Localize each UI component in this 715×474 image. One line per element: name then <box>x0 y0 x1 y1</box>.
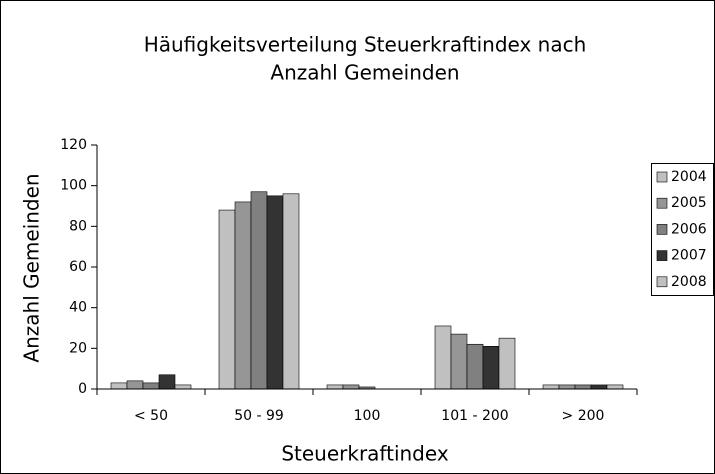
y-tick-label: 80 <box>69 218 87 234</box>
legend-label: 2008 <box>671 274 707 290</box>
bar <box>450 333 468 390</box>
legend-swatch <box>656 250 668 261</box>
bar <box>142 382 160 390</box>
bar <box>234 201 252 390</box>
bar <box>542 384 560 390</box>
bar <box>282 193 300 390</box>
legend-label: 2005 <box>671 195 707 211</box>
legend-label: 2004 <box>671 169 707 185</box>
legend-swatch <box>656 171 668 183</box>
legend-label: 2006 <box>671 221 707 237</box>
legend-swatch <box>656 276 668 288</box>
bar <box>266 195 284 390</box>
bar <box>218 209 236 390</box>
bar <box>498 337 516 390</box>
x-tick-label: 101 - 200 <box>441 408 508 424</box>
bar <box>482 345 500 390</box>
y-tick-label: 100 <box>60 178 87 194</box>
bar <box>466 343 484 390</box>
bar <box>326 384 344 390</box>
x-tick-label: 100 <box>354 408 381 424</box>
legend-swatch <box>656 224 668 235</box>
bar <box>558 384 576 390</box>
bar <box>250 191 268 390</box>
bar <box>434 325 452 390</box>
bar <box>158 374 176 390</box>
x-tick-label: < 50 <box>134 408 168 424</box>
x-tick-label: 50 - 99 <box>234 408 284 424</box>
x-axis-label: Steuerkraftindex <box>281 442 449 466</box>
legend-label: 2007 <box>671 248 707 264</box>
chart-title: Häufigkeitsverteilung Steuerkraftindex n… <box>144 33 587 57</box>
y-tick-label: 20 <box>69 340 87 356</box>
y-axis-label: Anzahl Gemeinden <box>20 173 44 362</box>
bar <box>174 384 192 390</box>
bar <box>126 380 144 390</box>
bar <box>606 384 624 390</box>
y-tick-label: 0 <box>78 381 87 397</box>
bar <box>574 384 592 390</box>
bar <box>342 384 360 390</box>
x-tick-label: > 200 <box>562 408 605 424</box>
y-tick-label: 40 <box>69 300 87 316</box>
chart-title: Anzahl Gemeinden <box>270 61 459 85</box>
y-tick-label: 120 <box>60 137 87 153</box>
bar <box>590 384 608 390</box>
bar <box>110 382 128 390</box>
y-tick-label: 60 <box>69 259 87 275</box>
legend-swatch <box>656 197 668 209</box>
